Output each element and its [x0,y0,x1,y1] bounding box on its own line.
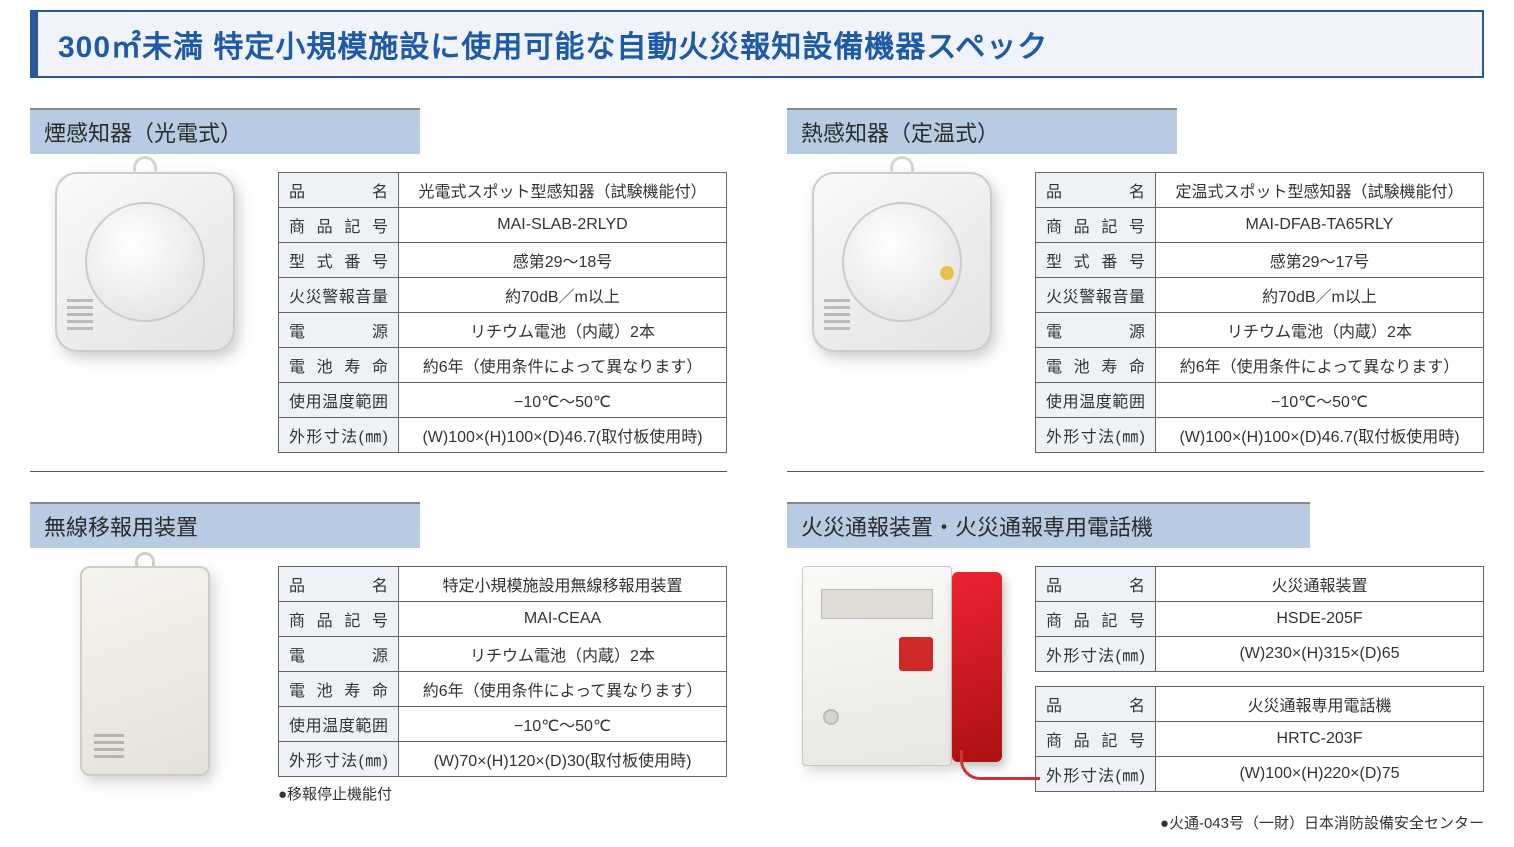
label-size: 外形寸法(㎜) [1036,418,1156,453]
heat-name: 定温式スポット型感知器（試験機能付） [1156,173,1484,208]
relay-power: リチウム電池（内蔵）2本 [399,637,727,672]
report-device-table: 品 名火災通報装置 商 品 記 号HSDE-205F 外形寸法(㎜)(W)230… [1035,566,1484,672]
relay-code: MAI-CEAA [399,602,727,637]
relay-image [30,566,260,776]
heat-power: リチウム電池（内蔵）2本 [1156,313,1484,348]
heat-temp: −10℃～50℃ [1156,383,1484,418]
label-power: 電 源 [1036,313,1156,348]
label-battery: 電 池 寿 命 [1036,348,1156,383]
report-heading: 火災通報装置・火災通報専用電話機 [787,502,1310,548]
relay-heading: 無線移報用装置 [30,502,420,548]
label-battery: 電 池 寿 命 [279,672,399,707]
label-power: 電 源 [279,637,399,672]
page-title-bar: 300㎡未満 特定小規模施設に使用可能な自動火災報知設備機器スペック [30,10,1484,78]
label-name: 品 名 [279,567,399,602]
heat-content: 品 名定温式スポット型感知器（試験機能付） 商 品 記 号MAI-DFAB-TA… [787,172,1484,472]
report-device-code: HSDE-205F [1156,602,1484,637]
label-temp: 使用温度範囲 [1036,383,1156,418]
label-power: 電 源 [279,313,399,348]
heat-code: MAI-DFAB-TA65RLY [1156,208,1484,243]
relay-size: (W)70×(H)120×(D)30(取付板使用時) [399,742,727,777]
label-name: 品 名 [1036,567,1156,602]
label-model: 型 式 番 号 [1036,243,1156,278]
label-size: 外形寸法(㎜) [279,418,399,453]
label-code: 商 品 記 号 [1036,602,1156,637]
report-phone-size: (W)100×(H)220×(D)75 [1156,757,1484,792]
report-content: 品 名火災通報装置 商 品 記 号HSDE-205F 外形寸法(㎜)(W)230… [787,566,1484,837]
smoke-name: 光電式スポット型感知器（試験機能付） [399,173,727,208]
relay-content: 品 名特定小規模施設用無線移報用装置 商 品 記 号MAI-CEAA 電 源リチ… [30,566,727,808]
label-name: 品 名 [1036,173,1156,208]
label-temp: 使用温度範囲 [279,383,399,418]
label-size: 外形寸法(㎜) [279,742,399,777]
relay-note: ●移報停止機能付 [278,783,727,804]
label-model: 型 式 番 号 [279,243,399,278]
report-block: 火災通報装置・火災通報専用電話機 品 名火災通報装置 商 品 記 号HSDE-2… [787,502,1484,837]
label-size: 外形寸法(㎜) [1036,637,1156,672]
report-image [787,566,1017,766]
smoke-power: リチウム電池（内蔵）2本 [399,313,727,348]
label-name: 品 名 [279,173,399,208]
smoke-heading: 煙感知器（光電式） [30,108,420,154]
spec-grid: 煙感知器（光電式） 品 名光電式スポット型感知器（試験機能付） 商 品 記 号M… [30,108,1484,837]
label-alarm: 火災警報音量 [279,278,399,313]
label-code: 商 品 記 号 [279,208,399,243]
relay-block: 無線移報用装置 品 名特定小規模施設用無線移報用装置 商 品 記 号MAI-CE… [30,502,727,837]
label-code: 商 品 記 号 [279,602,399,637]
report-phone-table: 品 名火災通報専用電話機 商 品 記 号HRTC-203F 外形寸法(㎜)(W)… [1035,686,1484,792]
relay-name: 特定小規模施設用無線移報用装置 [399,567,727,602]
smoke-content: 品 名光電式スポット型感知器（試験機能付） 商 品 記 号MAI-SLAB-2R… [30,172,727,472]
label-name: 品 名 [1036,687,1156,722]
smoke-alarm: 約70dB／m以上 [399,278,727,313]
report-phone-name: 火災通報専用電話機 [1156,687,1484,722]
heat-heading: 熱感知器（定温式） [787,108,1177,154]
smoke-detector-image [30,172,260,352]
relay-battery: 約6年（使用条件によって異なります） [399,672,727,707]
smoke-temp: −10℃～50℃ [399,383,727,418]
smoke-spec-table: 品 名光電式スポット型感知器（試験機能付） 商 品 記 号MAI-SLAB-2R… [278,172,727,453]
heat-model: 感第29～17号 [1156,243,1484,278]
label-code: 商 品 記 号 [1036,722,1156,757]
smoke-battery: 約6年（使用条件によって異なります） [399,348,727,383]
heat-size: (W)100×(H)100×(D)46.7(取付板使用時) [1156,418,1484,453]
heat-battery: 約6年（使用条件によって異なります） [1156,348,1484,383]
heat-detector-block: 熱感知器（定温式） 品 名定温式スポット型感知器（試験機能付） 商 品 記 号M… [787,108,1484,472]
page-title: 300㎡未満 特定小規模施設に使用可能な自動火災報知設備機器スペック [58,31,1048,64]
relay-temp: −10℃～50℃ [399,707,727,742]
heat-detector-image [787,172,1017,352]
relay-spec-table: 品 名特定小規模施設用無線移報用装置 商 品 記 号MAI-CEAA 電 源リチ… [278,566,727,777]
heat-spec-table: 品 名定温式スポット型感知器（試験機能付） 商 品 記 号MAI-DFAB-TA… [1035,172,1484,453]
label-temp: 使用温度範囲 [279,707,399,742]
report-note: ●火通-043号（一財）日本消防設備安全センター [1035,812,1484,833]
label-battery: 電 池 寿 命 [279,348,399,383]
report-phone-code: HRTC-203F [1156,722,1484,757]
label-alarm: 火災警報音量 [1036,278,1156,313]
label-code: 商 品 記 号 [1036,208,1156,243]
report-device-size: (W)230×(H)315×(D)65 [1156,637,1484,672]
label-size: 外形寸法(㎜) [1036,757,1156,792]
report-device-name: 火災通報装置 [1156,567,1484,602]
smoke-code: MAI-SLAB-2RLYD [399,208,727,243]
heat-alarm: 約70dB／m以上 [1156,278,1484,313]
smoke-model: 感第29～18号 [399,243,727,278]
smoke-size: (W)100×(H)100×(D)46.7(取付板使用時) [399,418,727,453]
smoke-detector-block: 煙感知器（光電式） 品 名光電式スポット型感知器（試験機能付） 商 品 記 号M… [30,108,727,472]
